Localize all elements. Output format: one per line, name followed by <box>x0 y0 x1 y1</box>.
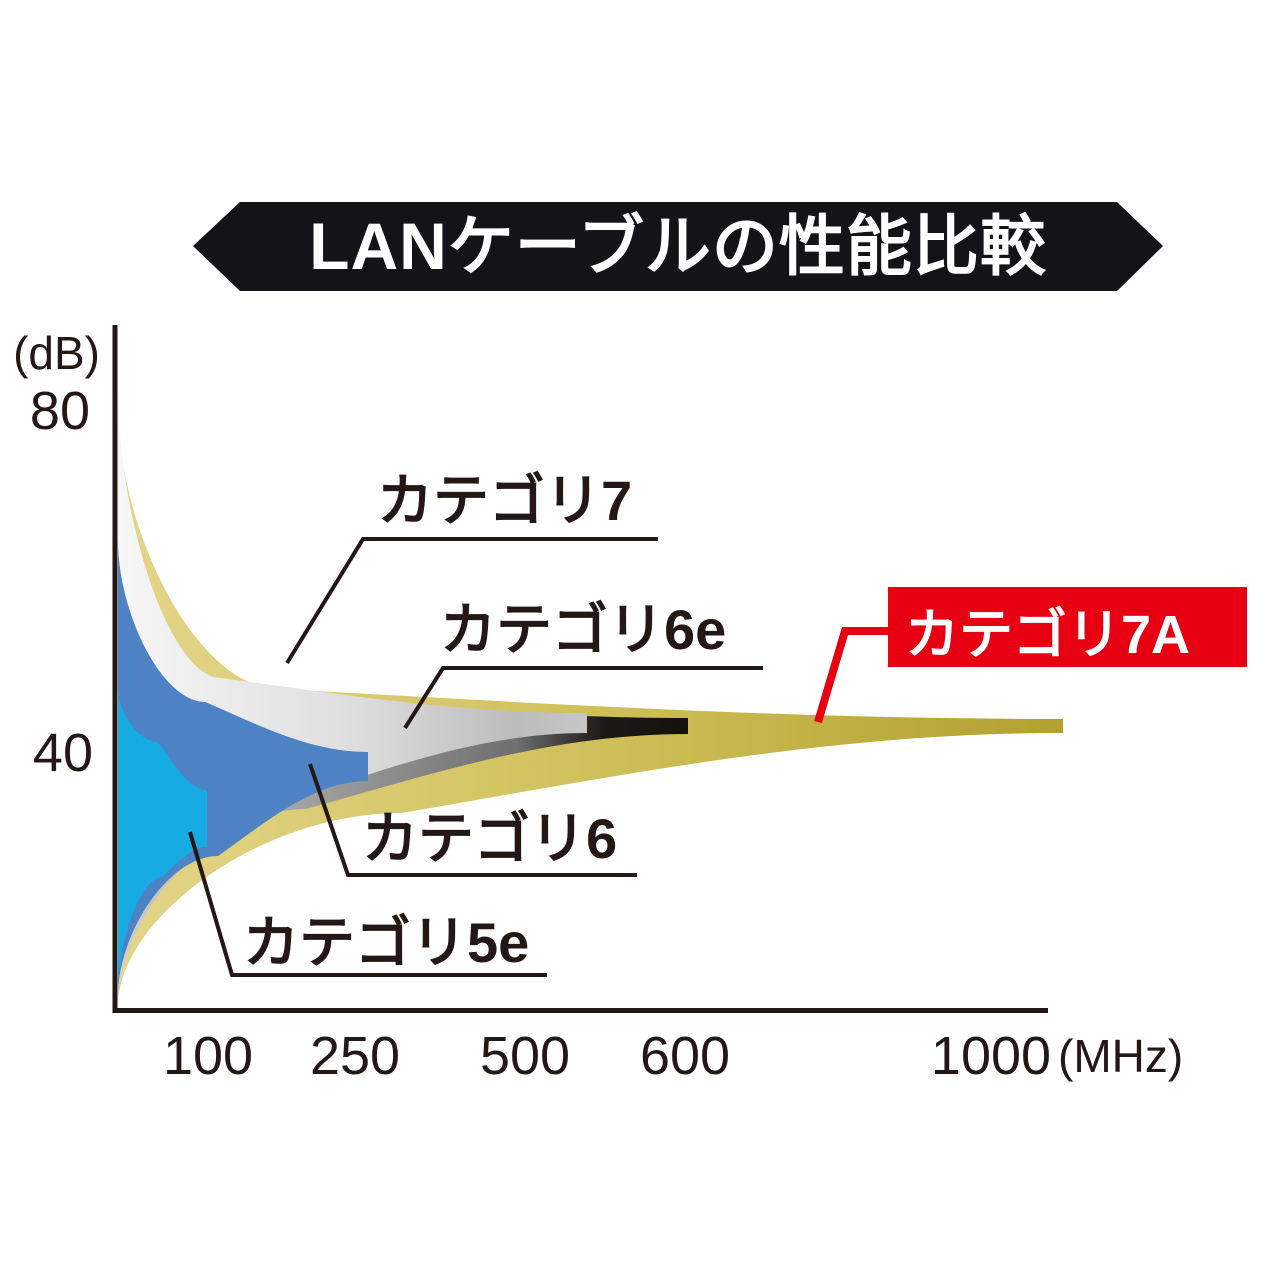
leader-cat7 <box>285 537 658 665</box>
label-cat6e: カテゴリ6e <box>440 598 726 661</box>
x-tick-1000: 1000 <box>931 1026 1051 1086</box>
fan-area-cat6 <box>118 540 368 997</box>
leader-cat6e <box>403 666 763 730</box>
label-cat7a: カテゴリ7A <box>905 604 1190 665</box>
x-tick-600: 600 <box>640 1026 730 1086</box>
leader-cat7a <box>814 627 889 724</box>
page-title: LANケーブルの性能比較 <box>309 209 1047 283</box>
y-tick-80: 80 <box>30 381 90 441</box>
leader-cat6 <box>308 763 637 877</box>
fan-area-cat5e <box>118 687 207 993</box>
x-tick-500: 500 <box>480 1026 570 1086</box>
x-tick-100: 100 <box>163 1026 253 1086</box>
fan-area-cat6e <box>118 388 587 1001</box>
fan-areas <box>118 388 1063 1006</box>
y-tick-40: 40 <box>33 723 93 783</box>
y-axis-unit: (dB) <box>13 327 100 379</box>
leader-cat5e <box>188 831 547 977</box>
label-cat7a-box <box>888 587 1247 667</box>
title-banner <box>193 202 1163 291</box>
annotations: カテゴリ7 カテゴリ6e カテゴリ6 カテゴリ5e カテゴリ7A <box>188 469 1247 977</box>
label-cat7: カテゴリ7 <box>377 469 632 532</box>
label-cat5e: カテゴリ5e <box>243 911 529 974</box>
label-cat6: カテゴリ6 <box>362 807 617 870</box>
x-tick-250: 250 <box>310 1026 400 1086</box>
fan-area-cat7a <box>118 406 1063 1006</box>
x-axis-unit: (MHz) <box>1058 1030 1183 1082</box>
